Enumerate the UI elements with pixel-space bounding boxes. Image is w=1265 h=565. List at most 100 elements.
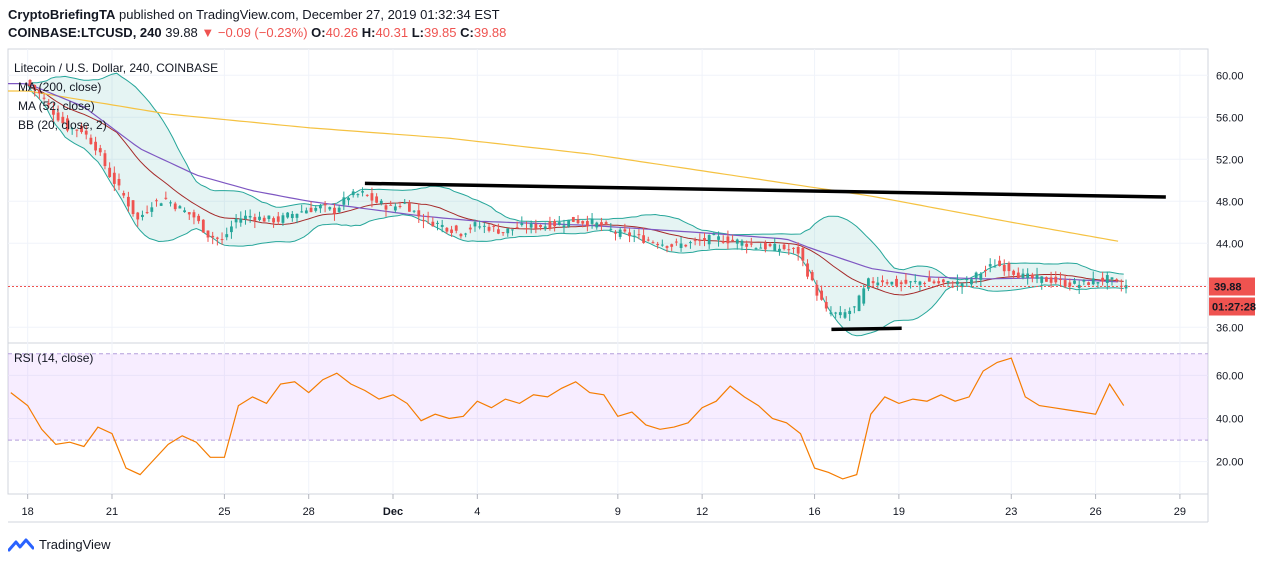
candle-body xyxy=(731,239,734,242)
candle-body xyxy=(1054,276,1058,283)
candle xyxy=(66,115,69,133)
candle-body xyxy=(796,246,800,254)
candle-body xyxy=(993,266,997,268)
candle-body xyxy=(225,234,229,238)
candle xyxy=(1007,261,1011,278)
candle xyxy=(286,212,290,219)
candle-body xyxy=(126,196,130,207)
change-arrow-icon: ▼ xyxy=(201,25,215,40)
publisher-name[interactable]: CryptoBriefingTA xyxy=(8,7,116,22)
candle-body xyxy=(454,225,458,231)
candle-body xyxy=(1091,278,1095,285)
legend-bb[interactable]: BB (20, close, 2) xyxy=(18,118,107,132)
candle-body xyxy=(548,221,552,229)
candle xyxy=(220,232,224,245)
candle-body xyxy=(464,233,468,235)
legend-rsi[interactable]: RSI (14, close) xyxy=(14,351,93,365)
candle xyxy=(698,233,702,246)
price-tick-label: 48.00 xyxy=(1216,196,1244,208)
candle-body xyxy=(768,243,772,247)
candle-body xyxy=(801,248,805,261)
candle xyxy=(333,203,336,221)
candle xyxy=(557,215,561,226)
chart-title: Litecoin / U.S. Dollar, 240, COINBASE xyxy=(14,61,218,75)
candle xyxy=(342,191,346,211)
trendlines[interactable] xyxy=(364,181,1166,332)
candle xyxy=(126,191,130,212)
candle xyxy=(347,196,350,206)
candle xyxy=(618,227,622,240)
candle-body xyxy=(852,306,856,308)
candle xyxy=(1049,271,1053,288)
legend-ma200[interactable]: MA (200, close) xyxy=(18,80,101,94)
candle-body xyxy=(328,207,332,210)
candle xyxy=(328,206,332,211)
candle xyxy=(993,259,997,268)
candle-body xyxy=(347,197,350,201)
candle-body xyxy=(1016,272,1020,279)
candle xyxy=(112,166,116,192)
candle-body xyxy=(553,220,557,227)
candle xyxy=(192,209,196,225)
candle xyxy=(768,242,772,248)
candle-body xyxy=(740,240,744,246)
candle-body xyxy=(773,243,777,251)
candle-body xyxy=(309,207,313,213)
candle xyxy=(314,205,318,213)
candle-body xyxy=(515,227,519,229)
candle-body xyxy=(881,280,884,283)
candle-body xyxy=(670,244,674,247)
price-tag-text: 39.88 xyxy=(1214,282,1242,294)
time-tick-label: 21 xyxy=(106,506,118,518)
change-value: −0.09 (−0.23%) xyxy=(217,25,308,40)
time-tick-label: 23 xyxy=(1005,506,1017,518)
candle-body xyxy=(904,279,908,284)
candle-body xyxy=(703,238,706,241)
candle-body xyxy=(642,235,646,243)
candle xyxy=(468,224,472,234)
legend-ma52[interactable]: MA (52, close) xyxy=(18,99,95,113)
candle xyxy=(164,191,168,200)
tradingview-logo[interactable]: TradingView xyxy=(8,537,111,552)
candle xyxy=(253,213,257,229)
candle-body xyxy=(810,272,814,281)
candle-body xyxy=(61,116,65,124)
candle xyxy=(47,98,51,109)
candle xyxy=(426,211,430,224)
candle xyxy=(28,79,32,87)
candle xyxy=(1040,276,1044,290)
candle xyxy=(749,237,753,248)
candle-body xyxy=(520,223,524,225)
candle-body xyxy=(838,312,842,316)
candle-body xyxy=(604,222,608,224)
candle xyxy=(1091,271,1095,286)
candle-body xyxy=(871,281,875,284)
candle-body xyxy=(778,248,781,252)
candle-body xyxy=(155,200,158,202)
candle-body xyxy=(1115,279,1119,281)
candle-body xyxy=(576,219,580,224)
candle xyxy=(80,122,83,134)
candle xyxy=(183,207,186,213)
candle-body xyxy=(829,312,833,315)
candle xyxy=(473,219,477,232)
candle-body xyxy=(230,226,233,233)
candle xyxy=(796,242,800,261)
candle-body xyxy=(408,203,411,212)
candle xyxy=(590,213,594,229)
candle-body xyxy=(239,218,243,223)
candle xyxy=(726,230,730,250)
candle xyxy=(956,274,959,291)
candle xyxy=(136,211,140,227)
candle-body xyxy=(623,229,627,232)
candle xyxy=(1068,278,1072,291)
candle-body xyxy=(398,205,402,207)
candle-body xyxy=(319,205,322,209)
candle-body xyxy=(197,215,201,222)
candle-body xyxy=(178,206,182,209)
candle xyxy=(319,203,322,213)
candle xyxy=(1077,280,1081,294)
low-label: L: xyxy=(411,25,424,40)
time-tick-label: 12 xyxy=(696,506,708,518)
